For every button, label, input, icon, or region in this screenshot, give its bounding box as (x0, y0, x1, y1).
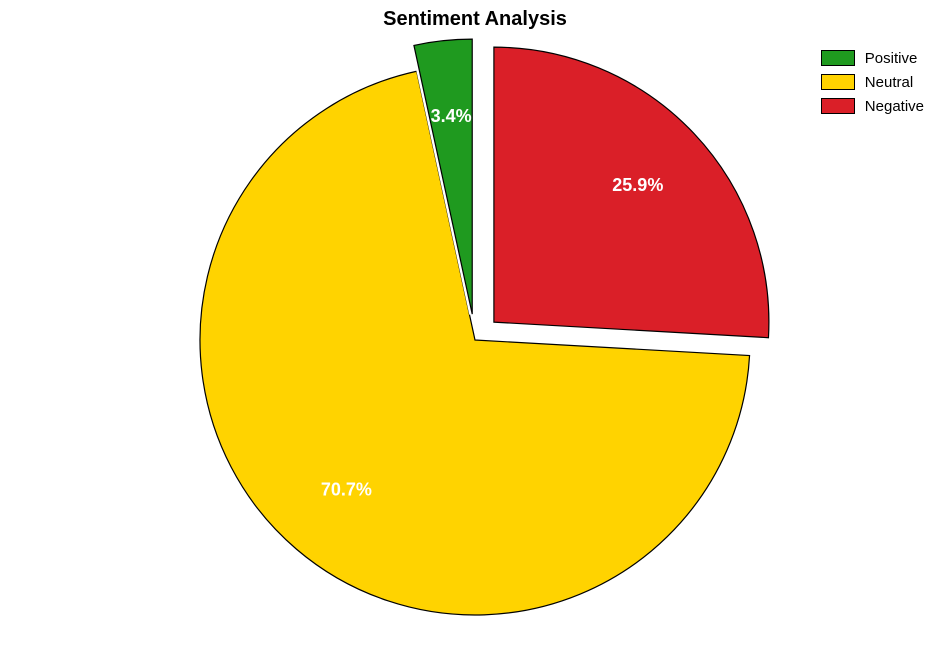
legend-swatch-negative (821, 98, 855, 114)
legend-item-neutral: Neutral (821, 72, 924, 92)
slice-label-neutral: 70.7% (321, 479, 372, 499)
legend-label-negative: Negative (865, 98, 924, 115)
pie-svg: 25.9% 70.7% 3.4% (0, 0, 950, 662)
legend-label-neutral: Neutral (865, 74, 913, 91)
legend-swatch-neutral (821, 74, 855, 90)
legend-item-positive: Positive (821, 48, 924, 68)
sentiment-pie-chart: Sentiment Analysis 25.9%70.7%3.4% Positi… (0, 0, 950, 662)
slice-label-negative: 25.9% (612, 175, 663, 195)
legend: Positive Neutral Negative (821, 48, 924, 120)
legend-label-positive: Positive (865, 50, 918, 67)
slice-label-positive: 3.4% (431, 106, 472, 126)
legend-swatch-positive (821, 50, 855, 66)
legend-item-negative: Negative (821, 96, 924, 116)
